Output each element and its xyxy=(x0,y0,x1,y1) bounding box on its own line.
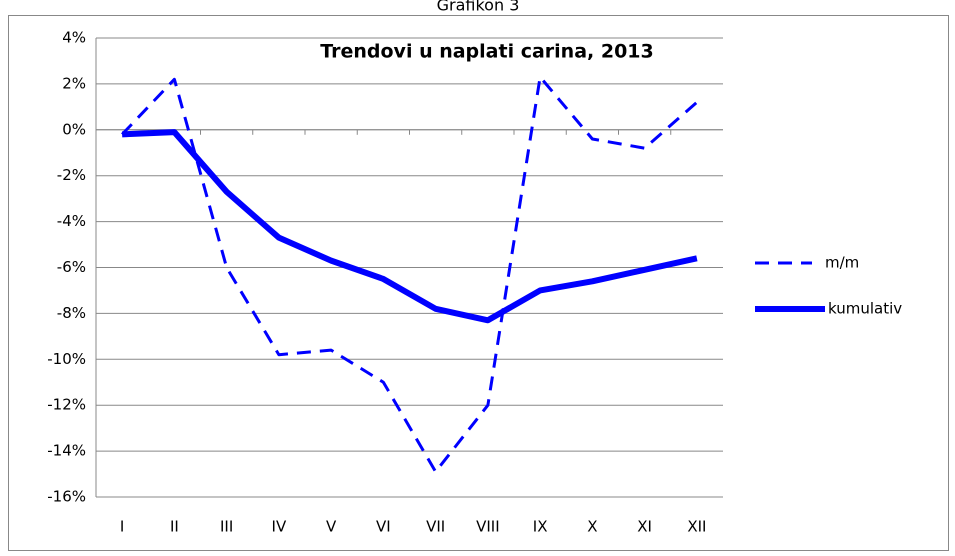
x-tick-label: IV xyxy=(272,518,287,536)
y-tick-label: 0% xyxy=(62,120,86,138)
y-tick-label: -4% xyxy=(57,212,86,230)
y-tick-label: -16% xyxy=(47,488,86,506)
x-tick-label: X xyxy=(587,518,597,536)
x-tick-label: XI xyxy=(637,518,652,536)
y-tick-label: -2% xyxy=(57,166,86,184)
y-tick-label: -12% xyxy=(47,396,86,414)
x-tick-label: VI xyxy=(376,518,391,536)
x-tick-label: XII xyxy=(687,518,706,536)
x-tick-label: VII xyxy=(426,518,445,536)
x-tick-label: V xyxy=(326,518,337,536)
chart-heading: Grafikon 3 xyxy=(437,0,520,15)
x-tick-label: II xyxy=(170,518,179,536)
series-line xyxy=(121,75,698,474)
x-tick-label: VIII xyxy=(476,518,500,536)
chart-frame xyxy=(8,15,949,551)
chart-title: Trendovi u naplati carina, 2013 xyxy=(320,41,653,63)
y-tick-label: -10% xyxy=(47,350,86,368)
y-tick-label: -6% xyxy=(57,258,86,276)
legend-label: kumulativ xyxy=(828,300,902,318)
legend-label: m/m xyxy=(825,254,859,272)
y-tick-label: 4% xyxy=(62,29,86,47)
y-tick-label: 2% xyxy=(62,74,86,92)
x-tick-label: IX xyxy=(533,518,548,536)
y-tick-label: -14% xyxy=(47,442,86,460)
x-tick-label: I xyxy=(120,518,124,536)
x-tick-label: III xyxy=(220,518,233,536)
series-line xyxy=(121,129,698,324)
y-tick-label: -8% xyxy=(57,304,86,322)
